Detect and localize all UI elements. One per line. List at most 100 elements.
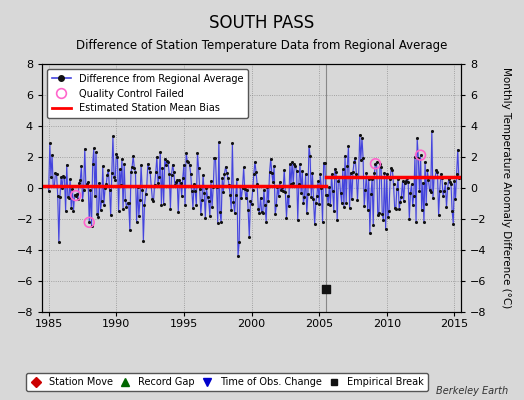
Point xyxy=(317,185,325,191)
Point xyxy=(310,221,319,228)
Point xyxy=(425,187,434,193)
Point xyxy=(322,192,330,198)
Point xyxy=(354,173,363,180)
Point xyxy=(245,234,254,240)
Point xyxy=(66,176,74,182)
Point xyxy=(199,172,208,178)
Point xyxy=(367,191,375,198)
Point xyxy=(106,212,115,218)
Point xyxy=(340,204,348,210)
Point xyxy=(433,168,442,175)
Point xyxy=(321,160,329,166)
Point xyxy=(361,187,369,193)
Point xyxy=(271,211,279,217)
Point xyxy=(378,210,386,217)
Point xyxy=(57,174,66,180)
Point xyxy=(168,161,177,168)
Point xyxy=(299,200,308,206)
Point xyxy=(436,171,445,177)
Point xyxy=(166,206,174,212)
Point xyxy=(77,163,85,170)
Point xyxy=(117,182,125,188)
Point xyxy=(243,187,251,193)
Point xyxy=(103,172,112,178)
Point xyxy=(246,198,255,204)
Point xyxy=(228,140,236,146)
Point xyxy=(91,192,99,199)
Point xyxy=(47,174,55,180)
Point xyxy=(100,201,108,208)
Point xyxy=(292,168,301,174)
Point xyxy=(114,208,123,214)
Point xyxy=(134,184,142,191)
Point xyxy=(107,170,116,176)
Point xyxy=(163,158,171,164)
Point xyxy=(244,207,253,213)
Point xyxy=(143,183,151,190)
Point xyxy=(279,188,287,194)
Point xyxy=(268,170,276,176)
Point xyxy=(212,184,221,191)
Point xyxy=(445,179,454,185)
Point xyxy=(171,182,179,188)
Point xyxy=(412,219,420,226)
Point xyxy=(259,210,267,216)
Point xyxy=(442,204,451,210)
Point xyxy=(334,178,343,184)
Point xyxy=(165,171,173,177)
Point xyxy=(404,179,412,185)
Point xyxy=(140,202,149,208)
Point xyxy=(375,210,383,216)
Point xyxy=(69,208,78,214)
Point xyxy=(282,214,291,221)
Point xyxy=(237,195,246,201)
Point xyxy=(183,158,191,164)
Point xyxy=(252,169,260,175)
Point xyxy=(287,180,295,187)
Point xyxy=(298,168,307,174)
Point xyxy=(380,170,389,176)
Point xyxy=(331,166,339,172)
Point xyxy=(407,181,416,188)
Point xyxy=(119,206,127,212)
Point xyxy=(224,174,232,181)
Point xyxy=(359,155,367,162)
Point xyxy=(89,161,97,168)
Point xyxy=(177,180,185,186)
Point xyxy=(257,208,266,215)
Point xyxy=(384,214,392,220)
Point xyxy=(147,183,156,190)
Point xyxy=(239,164,248,171)
Point xyxy=(368,176,376,182)
Point xyxy=(59,172,68,179)
Point xyxy=(248,187,257,194)
Point xyxy=(386,176,395,182)
Point xyxy=(96,207,105,213)
Point xyxy=(364,206,372,213)
Point xyxy=(293,217,302,223)
Point xyxy=(78,196,86,203)
Point xyxy=(220,170,228,177)
Point xyxy=(427,189,435,196)
Point xyxy=(392,186,401,192)
Point xyxy=(447,180,455,187)
Point xyxy=(84,179,92,186)
Point xyxy=(112,150,121,157)
Point xyxy=(422,201,430,207)
Point xyxy=(395,206,403,212)
Point xyxy=(93,210,101,217)
Point xyxy=(88,222,96,229)
Point xyxy=(174,208,182,215)
Point xyxy=(455,175,463,182)
Point xyxy=(185,162,194,168)
Point xyxy=(238,184,247,191)
Point xyxy=(68,186,77,192)
Point xyxy=(402,177,410,184)
Point xyxy=(235,239,243,246)
Point xyxy=(158,165,167,172)
Text: Difference of Station Temperature Data from Regional Average: Difference of Station Temperature Data f… xyxy=(77,39,447,52)
Point xyxy=(198,196,206,203)
Point xyxy=(283,193,292,199)
Point xyxy=(102,181,111,187)
Point xyxy=(301,171,310,177)
